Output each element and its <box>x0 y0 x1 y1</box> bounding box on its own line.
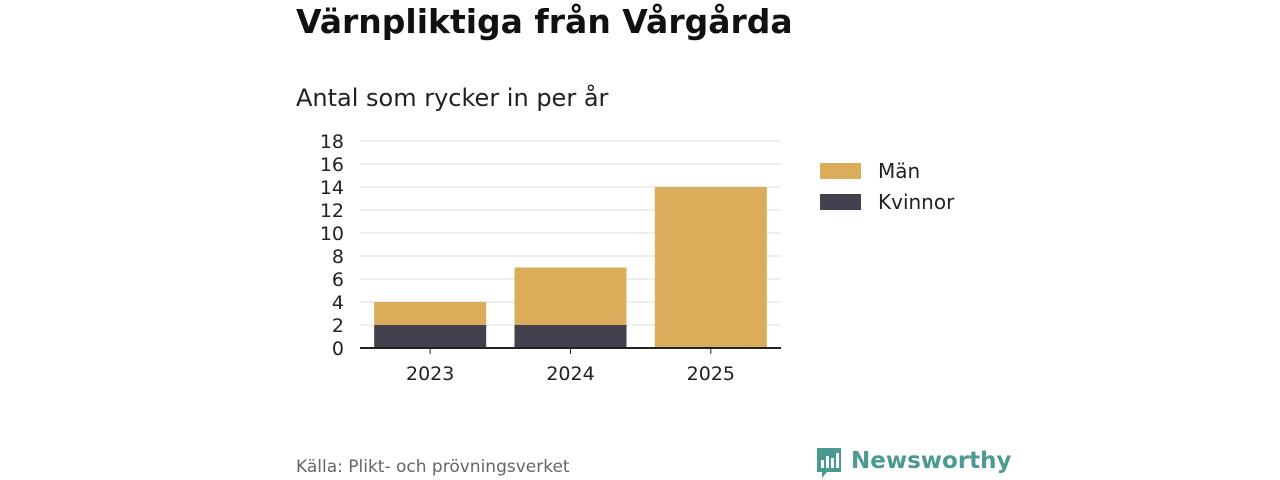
brand-logo[interactable]: Newsworthy <box>815 446 1012 480</box>
bar-män-2024 <box>514 267 627 325</box>
bar-chart-speech-icon <box>817 448 841 478</box>
source-note: Källa: Plikt- och prövningsverket <box>296 457 570 477</box>
y-tick-label: 6 <box>332 269 344 291</box>
x-tick-label: 2025 <box>687 363 735 385</box>
legend: Män Kvinnor <box>820 159 955 214</box>
y-tick-label: 2 <box>332 315 344 337</box>
y-tick-label: 12 <box>320 200 344 222</box>
x-tick-label: 2024 <box>546 363 594 385</box>
x-tick-label: 2023 <box>406 363 454 385</box>
bars <box>374 187 767 348</box>
y-tick-label: 0 <box>332 338 344 360</box>
y-tick-label: 14 <box>320 177 344 199</box>
bar-kvinnor-2023 <box>374 325 487 348</box>
bar-kvinnor-2024 <box>514 325 627 348</box>
page-title: Värnpliktiga från Vårgårda <box>296 2 793 41</box>
bar-män-2025 <box>654 187 767 348</box>
chart-subtitle: Antal som rycker in per år <box>296 84 609 112</box>
y-tick-label: 16 <box>320 154 344 176</box>
y-tick-label: 18 <box>320 131 344 153</box>
legend-swatch-kvinnor <box>820 194 861 210</box>
legend-label-kvinnor: Kvinnor <box>878 190 955 214</box>
bar-män-2023 <box>374 302 487 325</box>
y-tick-label: 10 <box>320 223 344 245</box>
legend-swatch-män <box>820 163 861 179</box>
brand-name: Newsworthy <box>851 448 1012 474</box>
legend-label-män: Män <box>878 159 920 183</box>
y-tick-label: 4 <box>332 292 344 314</box>
y-tick-label: 8 <box>332 246 344 268</box>
